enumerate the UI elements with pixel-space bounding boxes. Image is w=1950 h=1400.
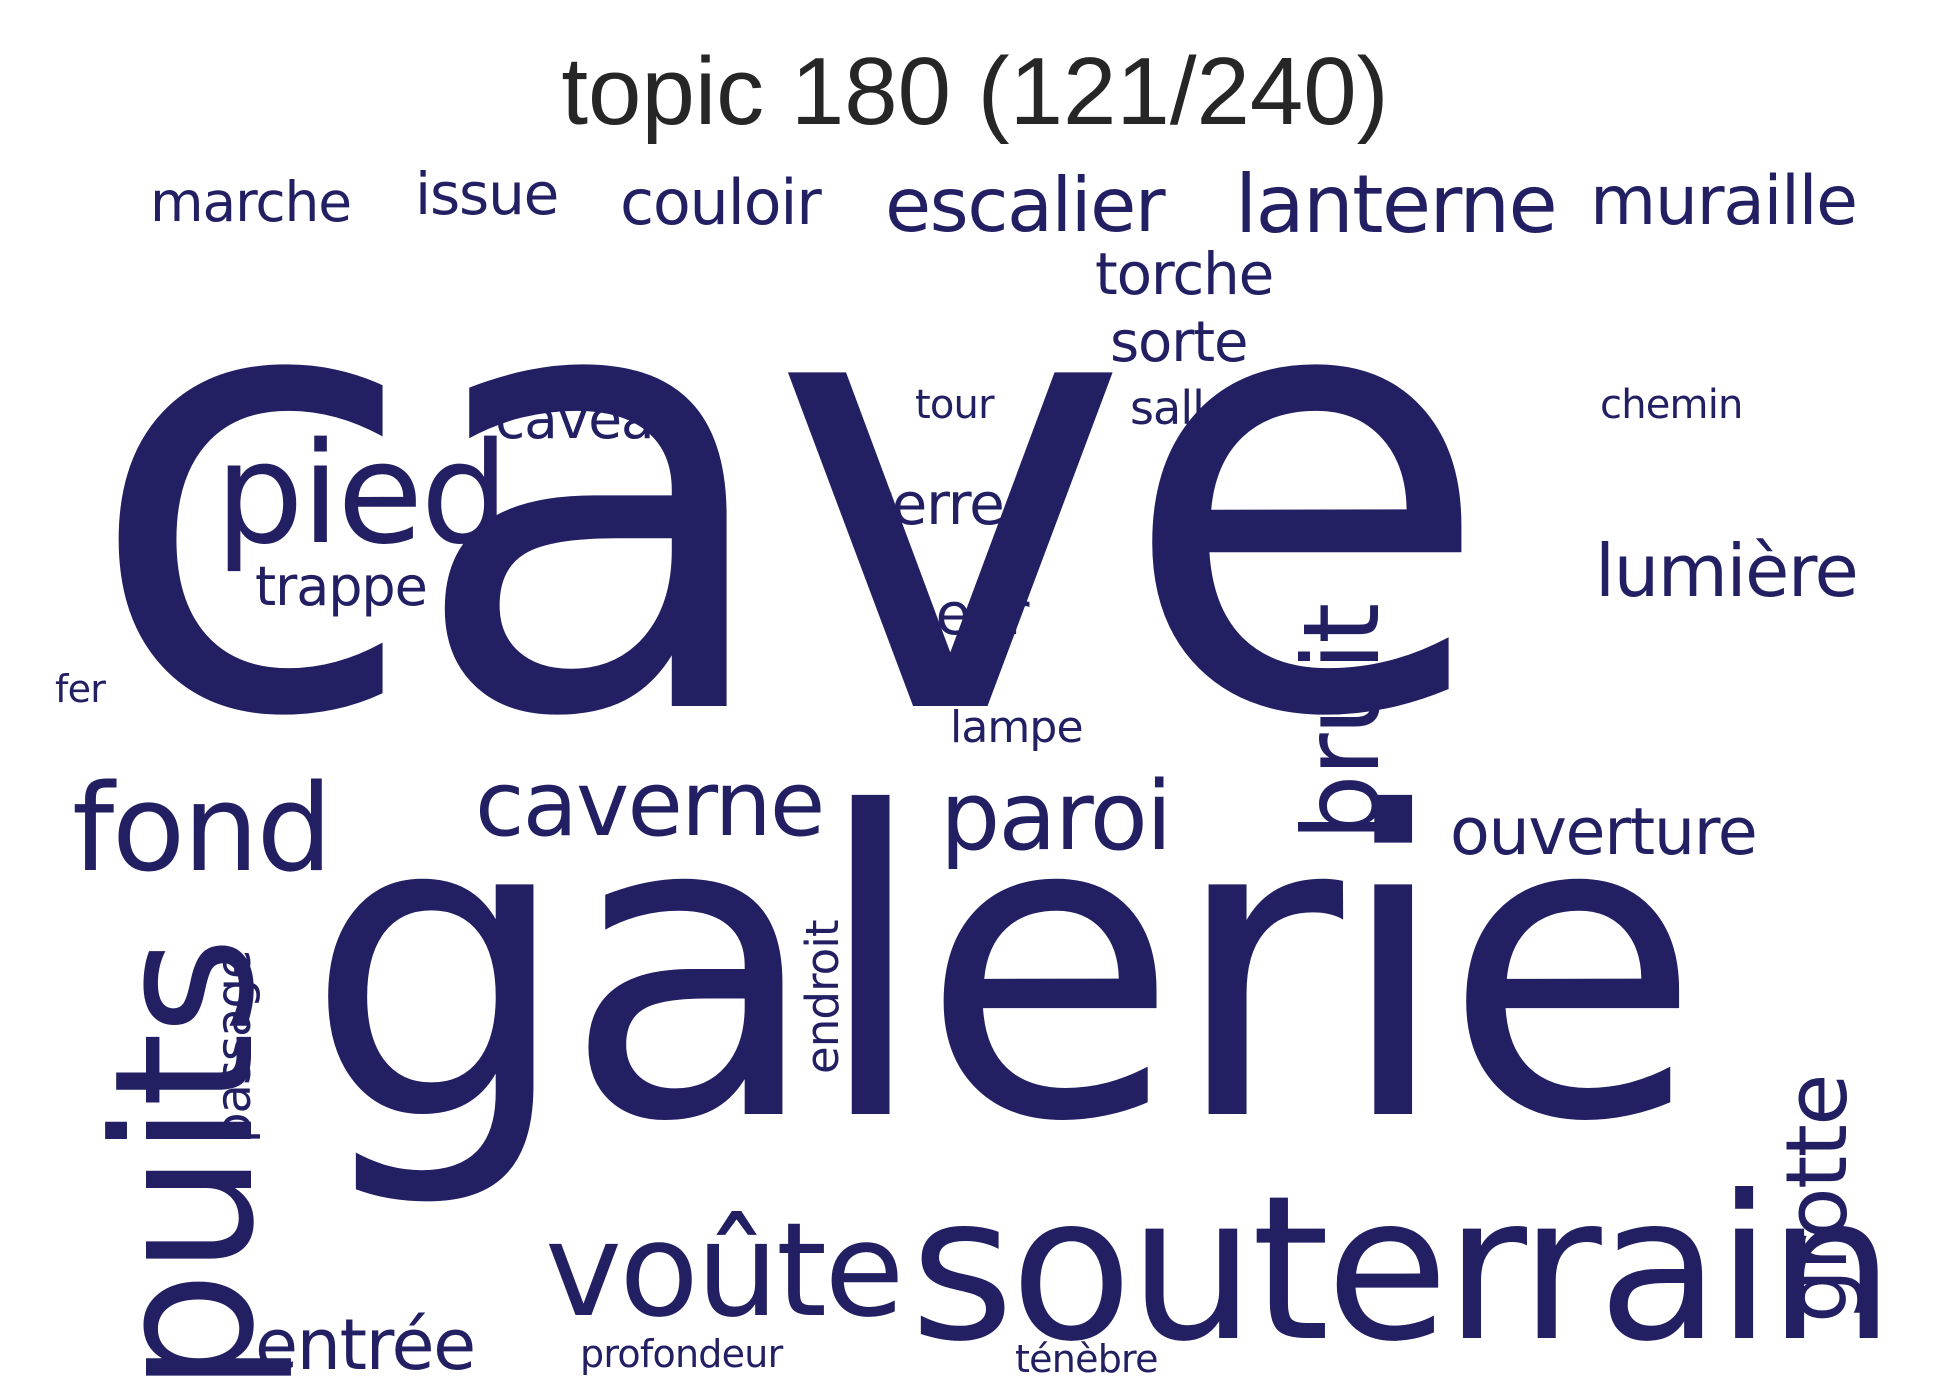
word-marche: marche xyxy=(150,170,352,234)
word-torche: torche xyxy=(1095,240,1274,308)
word-issue: issue xyxy=(415,160,559,228)
word-lampe: lampe xyxy=(950,702,1084,753)
word-pied: pied xyxy=(215,413,509,576)
word-tour: tour xyxy=(915,382,995,428)
word-lumiere: lumière xyxy=(1595,529,1859,613)
word-galerie: galerie xyxy=(305,725,1701,1214)
word-ouverture: ouverture xyxy=(1450,795,1758,870)
word-fer: fer xyxy=(55,667,106,711)
word-caverne: caverne xyxy=(475,752,825,857)
word-chemin: chemin xyxy=(1600,382,1743,428)
word-entree: entrée xyxy=(255,1304,476,1386)
word-lanterne: lanterne xyxy=(1235,158,1558,251)
word-fond: fond xyxy=(72,760,333,899)
word-endroit: endroit xyxy=(796,920,849,1074)
chart-title: topic 180 (121/240) xyxy=(561,38,1389,145)
word-tenebre: ténèbre xyxy=(1015,1337,1158,1381)
word-profondeur: profondeur xyxy=(580,1332,783,1376)
word-passage: passage xyxy=(206,950,262,1143)
word-cave: cave xyxy=(85,140,1494,850)
word-paroi: paroi xyxy=(940,762,1172,872)
word-voute: voûte xyxy=(545,1194,904,1346)
word-escalier: escalier xyxy=(885,161,1166,249)
word-muraille: muraille xyxy=(1590,162,1858,241)
word-grotte: grotte xyxy=(1768,1075,1867,1323)
word-salle: salle xyxy=(1130,381,1232,435)
word-bruit: bruit xyxy=(1281,604,1403,841)
word-souterrain: souterrain xyxy=(910,1153,1895,1386)
word-caveau: caveau xyxy=(495,387,688,451)
word-lueur: lueur xyxy=(885,580,1030,648)
word-couloir: couloir xyxy=(620,166,822,239)
word-trappe: trappe xyxy=(255,555,428,618)
word-terre: terre xyxy=(870,470,1005,538)
word-sorte: sorte xyxy=(1110,310,1248,375)
